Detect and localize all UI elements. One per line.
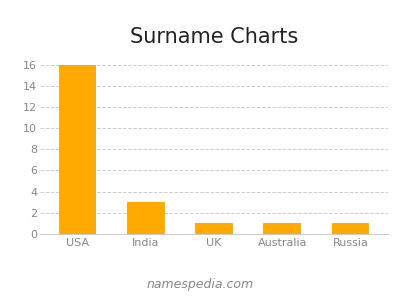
Text: namespedia.com: namespedia.com [146, 278, 254, 291]
Bar [332, 224, 369, 234]
Bar [59, 64, 96, 234]
Bar [195, 224, 233, 234]
Title: Surname Charts: Surname Charts [130, 27, 298, 47]
Bar [264, 224, 301, 234]
Bar [127, 202, 164, 234]
